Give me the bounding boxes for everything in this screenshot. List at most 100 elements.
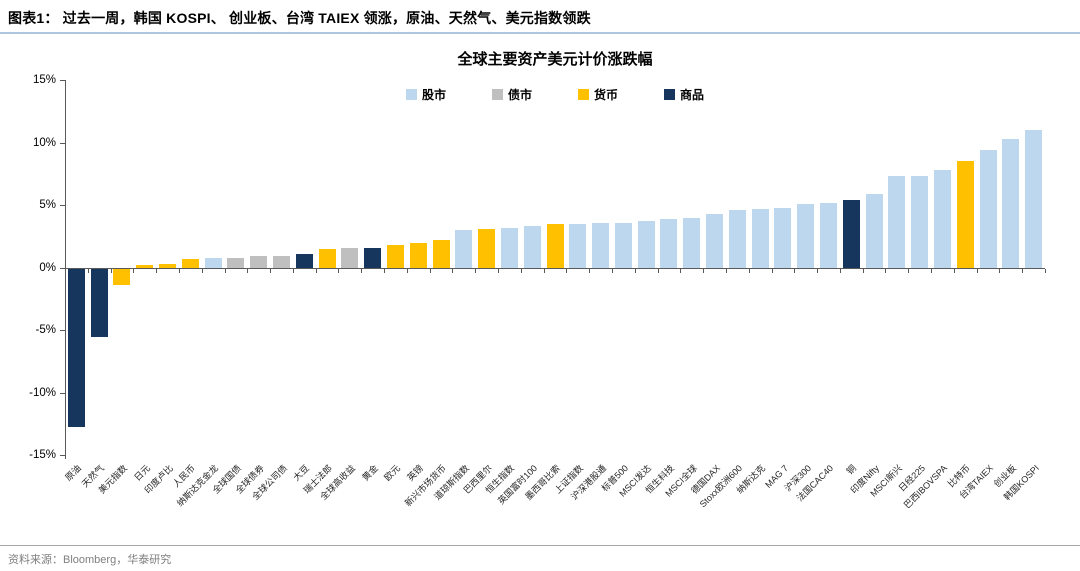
x-axis-tick: [384, 268, 386, 273]
bar: [478, 228, 496, 268]
x-axis-tick: [634, 268, 636, 273]
chart-legend: 股市 债市 货币 商品: [65, 86, 1045, 103]
bar: [273, 256, 290, 268]
x-axis-tick: [589, 268, 591, 273]
bar: [546, 223, 564, 268]
bar: [842, 200, 860, 268]
x-axis-tick: [999, 268, 1001, 273]
y-axis-tick: [60, 330, 65, 331]
x-axis-tick: [292, 268, 294, 273]
x-axis-tick: [406, 268, 408, 273]
x-axis-label: 日元: [132, 463, 152, 483]
x-axis-label: 欧元: [382, 463, 403, 483]
x-axis-tick: [178, 268, 180, 273]
bar: [1025, 130, 1043, 268]
bar: [455, 230, 473, 268]
x-axis-tick: [65, 268, 66, 273]
x-axis-label: 铜: [844, 463, 859, 477]
bar: [614, 222, 632, 268]
bar: [181, 258, 199, 268]
bar: [819, 202, 837, 268]
x-axis-tick: [657, 268, 659, 273]
x-axis-tick: [498, 268, 500, 273]
bar: [136, 265, 154, 268]
bar: [295, 253, 313, 268]
bar: [660, 218, 678, 268]
legend-label: 股市: [421, 88, 446, 102]
bar: [67, 268, 85, 428]
x-axis-tick: [908, 268, 910, 273]
legend-label: 货币: [594, 88, 619, 102]
x-axis-tick: [976, 268, 978, 273]
x-axis-tick: [201, 268, 203, 273]
legend-swatch-icon: [664, 89, 676, 100]
legend-label: 商品: [680, 88, 705, 102]
x-axis-tick: [771, 268, 773, 273]
legend-item: 货币: [578, 86, 618, 103]
y-axis-label: 0%: [39, 261, 56, 274]
figure-header-title: 图表1： 过去一周，韩国 KOSPI、 创业板、台湾 TAIEX 领涨，原油、天…: [8, 10, 591, 26]
x-axis-zero-line: [65, 267, 1045, 269]
x-axis-tick: [452, 268, 454, 273]
bar: [774, 207, 792, 268]
y-axis-tick: [60, 80, 65, 81]
x-axis-tick: [680, 268, 682, 273]
x-axis-tick: [133, 268, 135, 273]
x-axis-tick: [703, 268, 705, 273]
x-axis-label: 黄金: [359, 463, 380, 483]
bar: [956, 161, 974, 268]
y-axis-label: -5%: [35, 324, 56, 336]
x-axis-tick: [611, 268, 613, 273]
x-axis-tick: [543, 268, 545, 273]
legend-item: 债市: [491, 86, 532, 103]
y-axis-label: 5%: [39, 199, 56, 211]
x-axis-tick: [429, 268, 431, 273]
bar: [683, 217, 701, 268]
legend-swatch-icon: [405, 89, 417, 100]
bar: [386, 245, 404, 268]
x-axis-tick: [361, 268, 363, 273]
x-axis-tick: [794, 268, 796, 273]
bar: [341, 247, 359, 268]
bar: [888, 176, 906, 268]
source-note: 资料来源：Bloomberg，华泰研究: [8, 554, 172, 566]
x-axis-tick: [87, 268, 89, 273]
x-axis-tick: [862, 268, 864, 273]
bar: [979, 150, 997, 268]
bar: [159, 263, 177, 268]
x-axis-tick: [885, 268, 887, 273]
bar: [432, 240, 450, 268]
x-axis-tick: [475, 268, 477, 273]
x-axis-tick: [315, 268, 317, 273]
bar: [204, 257, 222, 268]
y-axis-label: -15%: [29, 449, 56, 461]
bar: [706, 213, 724, 268]
bar: [933, 170, 951, 268]
bar: [90, 268, 108, 338]
bar: [113, 268, 131, 285]
bar: [250, 256, 268, 268]
bar: [865, 193, 883, 268]
legend-swatch-icon: [491, 89, 503, 100]
x-axis-tick: [338, 268, 340, 273]
bar: [637, 221, 655, 268]
bar: [409, 242, 427, 268]
legend-item: 股市: [405, 86, 446, 103]
x-axis-tick: [748, 268, 750, 273]
x-axis-tick: [1022, 268, 1024, 273]
x-axis-tick: [931, 268, 933, 273]
x-axis-tick: [1045, 268, 1046, 273]
x-axis-tick: [953, 268, 955, 273]
bar: [592, 222, 610, 268]
y-axis-tick: [60, 392, 65, 394]
bar: [751, 208, 769, 268]
legend-label: 债市: [507, 88, 532, 102]
bar: [318, 248, 336, 268]
x-axis-tick: [247, 268, 249, 273]
x-axis-tick: [566, 268, 568, 273]
bar: [1002, 138, 1020, 268]
bar: [797, 203, 815, 268]
bar: [364, 247, 382, 268]
x-axis-tick: [110, 268, 112, 273]
header-divider: [0, 32, 1080, 34]
